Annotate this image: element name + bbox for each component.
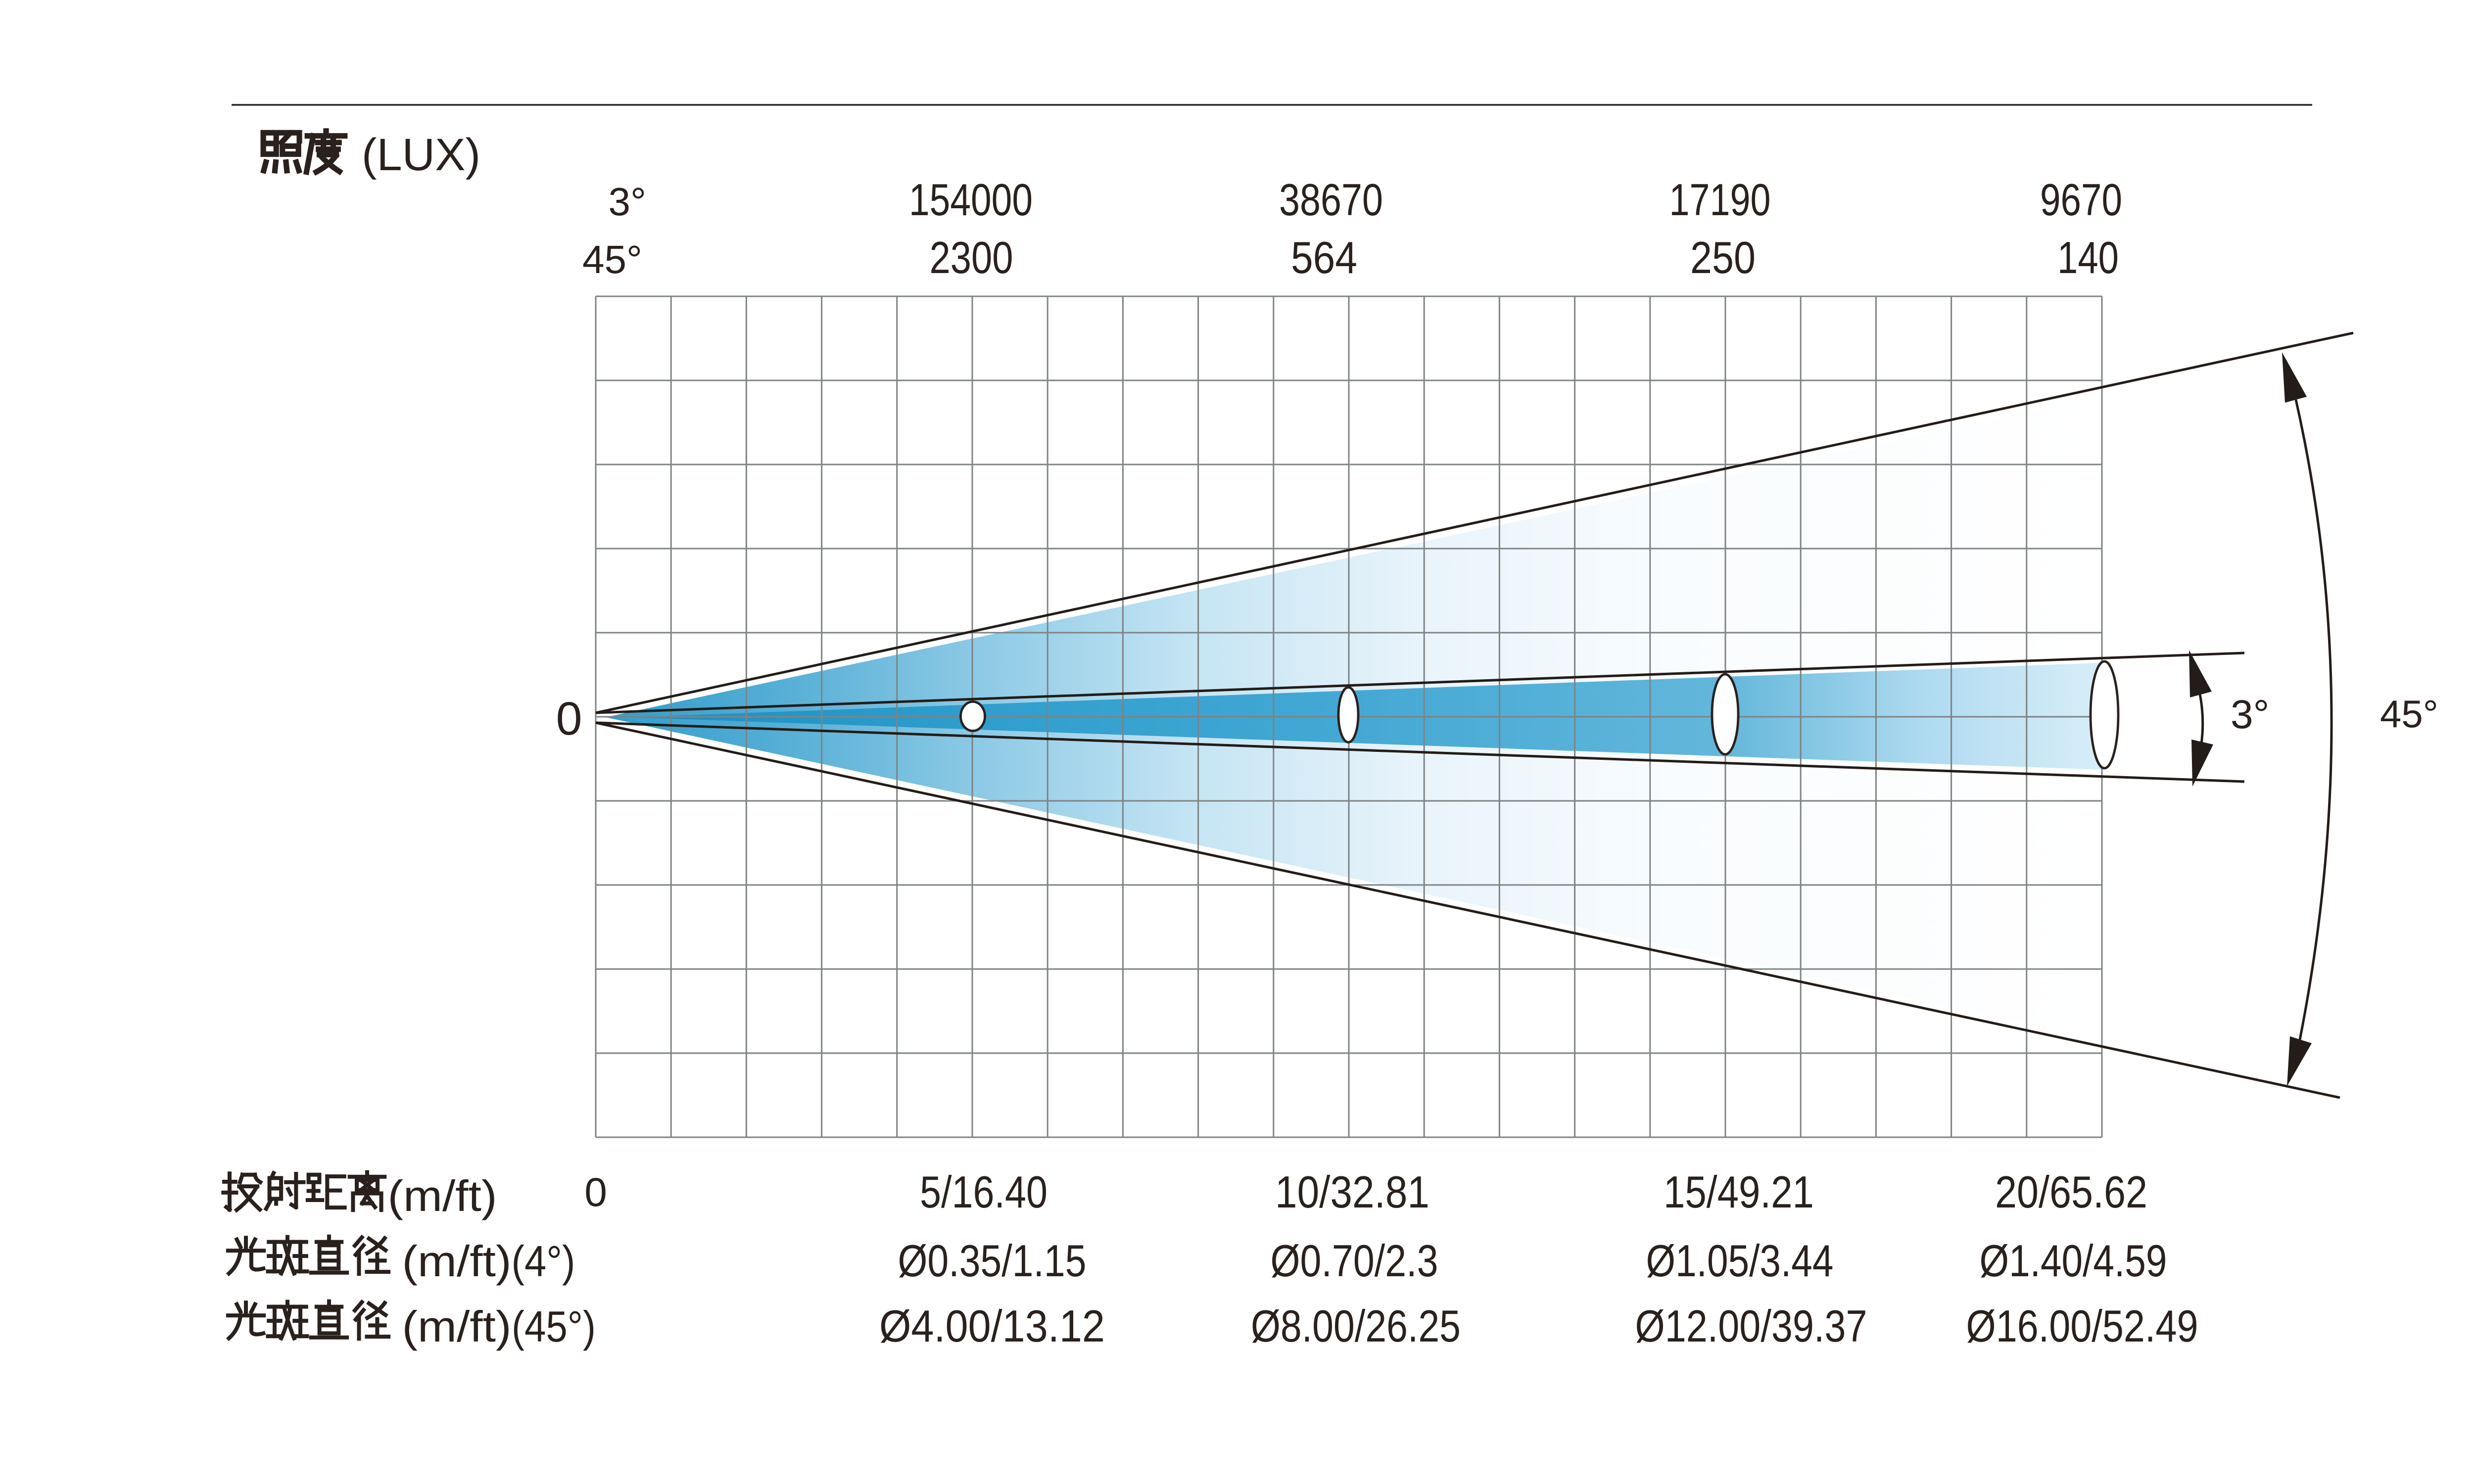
svg-text:45°: 45° [582, 237, 642, 281]
svg-text:3°: 3° [609, 180, 646, 224]
svg-text:250: 250 [1690, 233, 1756, 283]
svg-text:10/32.81: 10/32.81 [1275, 1167, 1429, 1217]
svg-text:(m/ft): (m/ft) [402, 1237, 512, 1286]
svg-text:0: 0 [584, 1170, 607, 1215]
svg-text:Ø4.00/13.12: Ø4.00/13.12 [879, 1301, 1105, 1351]
svg-text:Ø0.70/2.3: Ø0.70/2.3 [1271, 1236, 1438, 1286]
svg-text:9670: 9670 [2040, 175, 2122, 225]
svg-text:(4°): (4°) [512, 1237, 575, 1286]
svg-text:564: 564 [1291, 233, 1357, 283]
svg-text:20/65.62: 20/65.62 [1995, 1167, 2147, 1217]
svg-text:15/49.21: 15/49.21 [1664, 1167, 1814, 1217]
svg-text:Ø12.00/39.37: Ø12.00/39.37 [1635, 1301, 1867, 1351]
svg-text:45°: 45° [2380, 692, 2438, 736]
svg-text:(m/ft): (m/ft) [388, 1171, 497, 1220]
svg-text:Ø16.00/52.49: Ø16.00/52.49 [1966, 1301, 2198, 1351]
svg-text:154000: 154000 [909, 175, 1033, 225]
svg-text:38670: 38670 [1279, 175, 1383, 225]
svg-text:3°: 3° [2231, 692, 2269, 737]
svg-text:5/16.40: 5/16.40 [920, 1167, 1047, 1217]
svg-text:140: 140 [2057, 233, 2119, 283]
svg-text:2300: 2300 [930, 233, 1013, 283]
svg-text:Ø1.40/4.59: Ø1.40/4.59 [1980, 1236, 2167, 1286]
svg-text:0: 0 [556, 693, 582, 745]
svg-text:Ø1.05/3.44: Ø1.05/3.44 [1646, 1236, 1834, 1286]
svg-text:Ø8.00/26.25: Ø8.00/26.25 [1251, 1301, 1461, 1351]
svg-text:(LUX): (LUX) [362, 130, 480, 180]
svg-text:17190: 17190 [1669, 175, 1771, 225]
svg-text:(m/ft): (m/ft) [402, 1302, 512, 1351]
svg-text:Ø0.35/1.15: Ø0.35/1.15 [898, 1236, 1087, 1286]
svg-text:(45°): (45°) [512, 1302, 596, 1351]
